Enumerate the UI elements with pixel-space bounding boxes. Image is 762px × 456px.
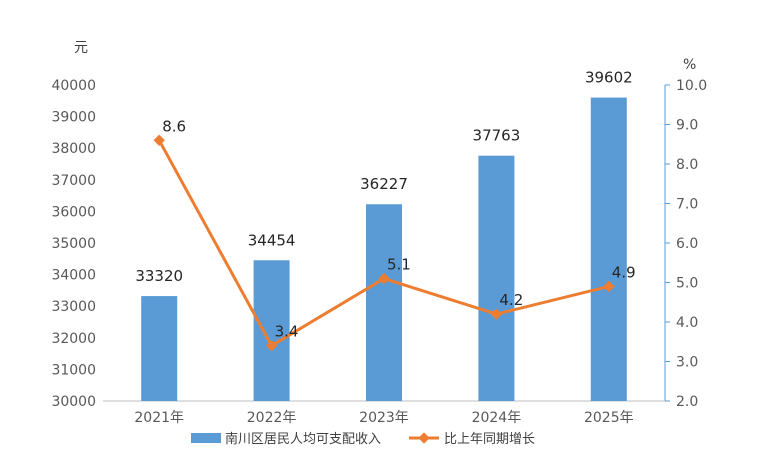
left-axis-tick-label: 35000 bbox=[51, 236, 96, 252]
legend-bar-label: 南川区居民人均可支配收入 bbox=[225, 431, 381, 447]
bar bbox=[366, 204, 402, 401]
x-axis-tick-label: 2024年 bbox=[472, 410, 522, 426]
bar-data-label: 39602 bbox=[585, 69, 633, 87]
left-axis-unit: 元 bbox=[74, 40, 88, 56]
line-series bbox=[153, 134, 615, 352]
left-axis-ticks: 30000 31000 32000 33000 34000 35000 36000 37000… bbox=[51, 78, 96, 410]
right-axis-tick-label: 9.0 bbox=[676, 118, 698, 134]
left-axis-tick-label: 40000 bbox=[51, 78, 96, 94]
bar-data-label: 36227 bbox=[360, 175, 408, 193]
left-axis-tick-label: 31000 bbox=[51, 362, 96, 378]
bar-data-label: 37763 bbox=[473, 127, 521, 145]
line-data-labels: 8.6 3.4 5.1 4.2 4.9 bbox=[162, 117, 635, 340]
left-axis-tick-label: 34000 bbox=[51, 268, 96, 284]
bar-data-label: 34454 bbox=[248, 231, 296, 249]
x-axis-tick-label: 2022年 bbox=[247, 410, 297, 426]
legend-bar-swatch bbox=[191, 433, 221, 443]
legend: 南川区居民人均可支配收入 比上年同期增长 bbox=[191, 431, 535, 447]
left-axis-tick-label: 33000 bbox=[51, 299, 96, 315]
right-axis-tick-label: 6.0 bbox=[676, 236, 698, 252]
right-axis-ticks: 2.0 3.0 4.0 5.0 6.0 7.0 8.0 9.0 10.0 bbox=[665, 78, 707, 410]
line-data-label: 4.2 bbox=[499, 291, 523, 309]
right-axis-tick-label: 2.0 bbox=[676, 394, 698, 410]
bar bbox=[478, 155, 515, 401]
right-axis-tick-label: 5.0 bbox=[676, 276, 698, 292]
right-axis-tick-label: 10.0 bbox=[676, 78, 707, 94]
bar bbox=[253, 260, 290, 401]
line-point bbox=[153, 134, 165, 146]
left-axis-tick-label: 39000 bbox=[51, 110, 96, 126]
bar bbox=[590, 97, 627, 402]
line-data-label: 3.4 bbox=[275, 323, 299, 341]
bar-data-labels: 33320 34454 36227 37763 39602 bbox=[135, 69, 632, 286]
legend-line-marker bbox=[418, 432, 430, 444]
bar-series bbox=[141, 97, 627, 402]
right-axis-tick-label: 3.0 bbox=[676, 355, 698, 371]
left-axis-tick-label: 30000 bbox=[51, 394, 96, 410]
bar-data-label: 33320 bbox=[135, 267, 183, 285]
right-axis-tick-label: 8.0 bbox=[676, 157, 698, 173]
left-axis-tick-label: 36000 bbox=[51, 204, 96, 220]
legend-line-label: 比上年同期增长 bbox=[444, 432, 535, 447]
left-axis-tick-label: 37000 bbox=[51, 173, 96, 189]
line-point bbox=[265, 340, 278, 352]
x-axis-tick-label: 2025年 bbox=[584, 410, 634, 426]
line-data-label: 4.9 bbox=[612, 263, 636, 281]
x-axis-tick-label: 2023年 bbox=[359, 410, 409, 426]
line-point bbox=[490, 308, 503, 320]
line-data-label: 5.1 bbox=[387, 256, 411, 274]
right-axis-tick-label: 7.0 bbox=[676, 197, 698, 213]
bar bbox=[141, 296, 178, 401]
line-point bbox=[603, 280, 615, 293]
left-axis-tick-label: 38000 bbox=[51, 141, 96, 157]
right-axis-tick-label: 4.0 bbox=[676, 315, 698, 331]
line-point bbox=[378, 272, 390, 285]
x-axis-tick-label: 2021年 bbox=[134, 410, 184, 426]
x-axis-ticks: 2021年 2022年 2023年 2024年 2025年 bbox=[134, 410, 633, 426]
line-data-label: 8.6 bbox=[162, 117, 186, 135]
right-axis-unit: % bbox=[683, 57, 696, 73]
left-axis-tick-label: 32000 bbox=[51, 331, 96, 347]
